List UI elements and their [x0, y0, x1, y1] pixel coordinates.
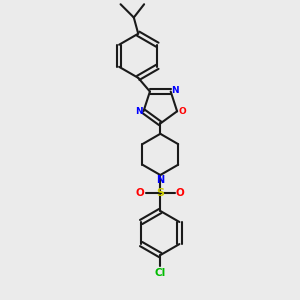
- Text: N: N: [135, 107, 142, 116]
- Text: O: O: [136, 188, 145, 198]
- Text: N: N: [157, 175, 165, 185]
- Text: Cl: Cl: [155, 268, 166, 278]
- Text: S: S: [156, 188, 164, 198]
- Text: O: O: [178, 107, 186, 116]
- Text: N: N: [172, 85, 179, 94]
- Text: O: O: [176, 188, 185, 198]
